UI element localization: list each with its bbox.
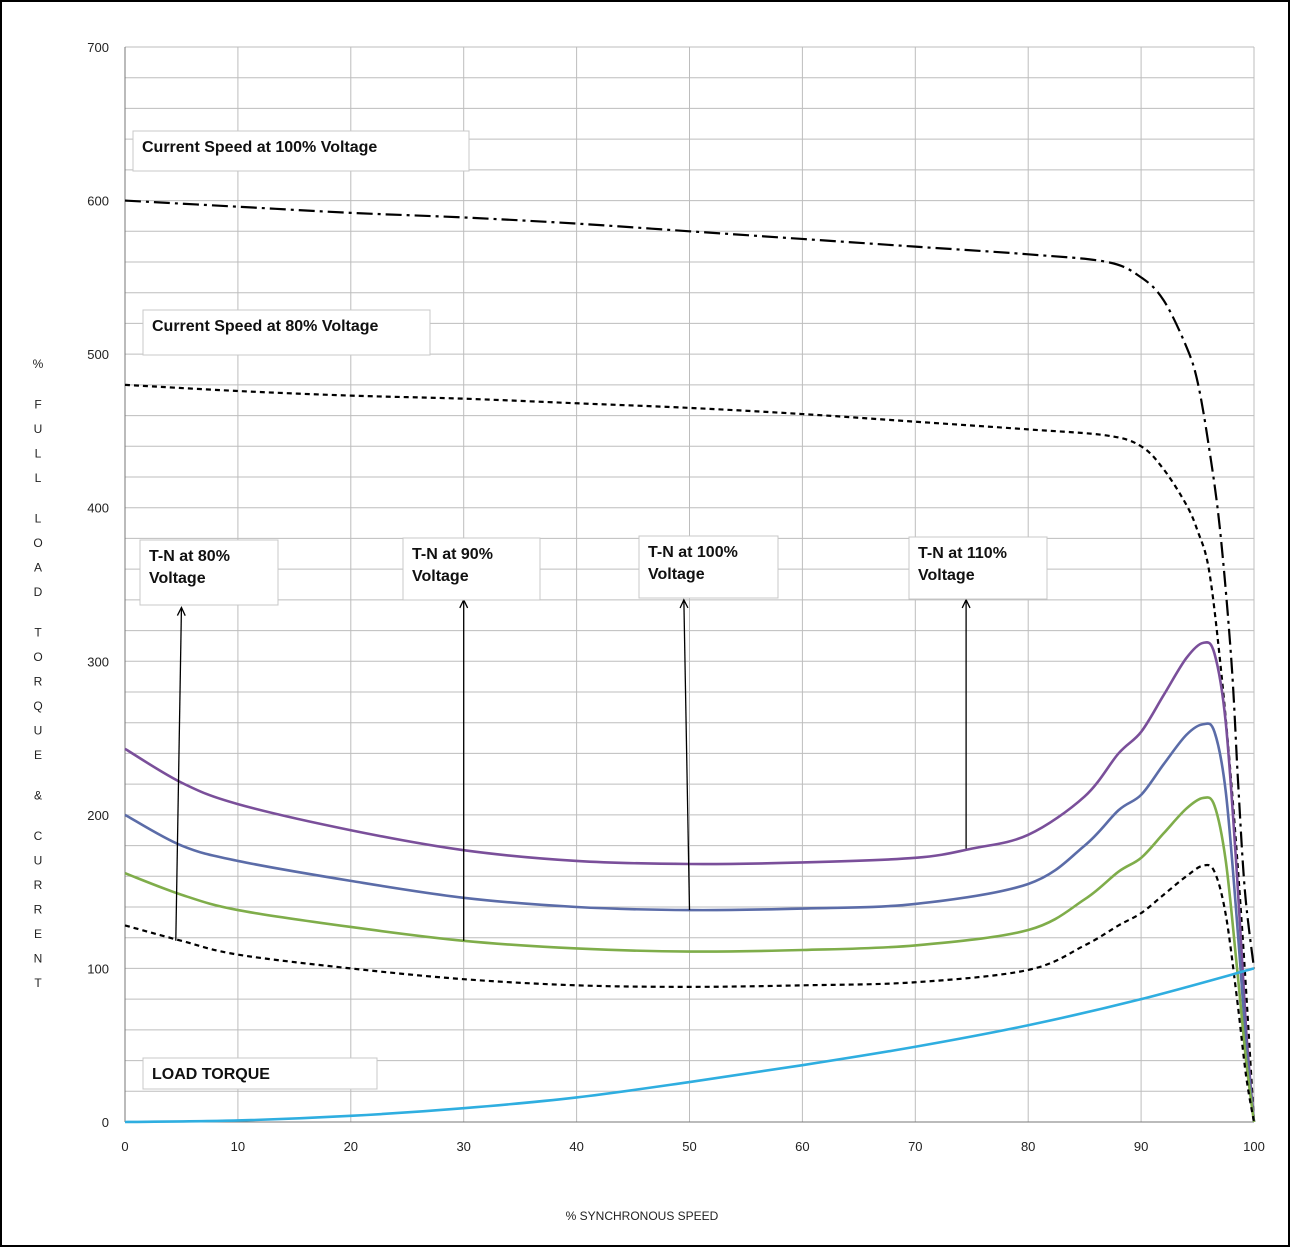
annotation-box xyxy=(142,309,431,356)
y-axis-label-char: U xyxy=(34,422,43,436)
annotation-text-t-n-at-80-voltage: Voltage xyxy=(149,570,206,587)
y-tick-labels: 0 100 200 300 400 500 600 700 xyxy=(87,40,109,1130)
y-axis-label-char: U xyxy=(34,854,43,868)
x-tick-label: 60 xyxy=(795,1139,809,1154)
annotation-text-t-n-at-100-voltage: Voltage xyxy=(648,566,705,583)
annotation-box xyxy=(139,539,279,606)
arrow-line xyxy=(683,599,691,911)
y-axis-label-char: L xyxy=(35,512,42,526)
x-tick-label: 0 xyxy=(121,1139,128,1154)
y-tick-label: 600 xyxy=(87,194,109,209)
annotation-text-load-torque: LOAD TORQUE xyxy=(152,1066,270,1083)
y-axis-label-char: Q xyxy=(33,699,42,713)
y-axis-label-char: E xyxy=(34,927,42,941)
series-line-t-n-at-110-voltage xyxy=(124,641,1256,1123)
y-axis-label-char: T xyxy=(34,976,42,990)
y-axis-label-char: L xyxy=(35,471,42,485)
series-line-t-n-at-90-voltage xyxy=(124,796,1256,1123)
arrow-head xyxy=(176,606,186,616)
y-axis-label-char: O xyxy=(33,650,42,664)
y-axis-label-char: D xyxy=(34,585,43,599)
y-axis-label-char: O xyxy=(33,536,42,550)
y-tick-label: 200 xyxy=(87,808,109,823)
y-axis-label-char: L xyxy=(35,447,42,461)
y-axis-label-char: R xyxy=(34,878,43,892)
x-tick-label: 100 xyxy=(1243,1139,1265,1154)
annotation-text-t-n-at-80-voltage: T-N at 80% xyxy=(149,548,230,565)
y-axis-label-char: T xyxy=(34,626,42,640)
annotation-text-t-n-at-100-voltage: T-N at 100% xyxy=(648,544,738,561)
annotation-text-current-speed-at-80-voltage: Current Speed at 80% Voltage xyxy=(152,318,379,335)
series-line-load-torque xyxy=(124,967,1255,1124)
y-axis-label-char: R xyxy=(34,675,43,689)
annotation-text-t-n-at-110-voltage: T-N at 110% xyxy=(918,545,1007,562)
y-axis-label-char: R xyxy=(34,903,43,917)
annotation-text-current-speed-at-100-voltage: Current Speed at 100% Voltage xyxy=(142,139,377,156)
y-axis-label-char: & xyxy=(34,789,42,803)
annotation-box xyxy=(908,536,1048,600)
x-tick-label: 70 xyxy=(908,1139,922,1154)
x-tick-label: 20 xyxy=(344,1139,358,1154)
series-lines xyxy=(124,199,1256,1124)
annotations: Current Speed at 100% Voltage Current Spe… xyxy=(132,130,1048,1090)
y-axis-label-char: C xyxy=(34,829,43,843)
x-tick-label: 50 xyxy=(682,1139,696,1154)
x-tick-labels: 0 10 20 30 40 50 60 70 80 90 100 xyxy=(121,1139,1264,1154)
arrow-head xyxy=(679,598,689,609)
y-tick-label: 400 xyxy=(87,501,109,516)
annotation-box xyxy=(638,535,779,599)
y-tick-label: 0 xyxy=(102,1115,109,1130)
annotation-box xyxy=(132,130,470,172)
series-line-t-n-at-80-voltage xyxy=(124,863,1256,1123)
x-tick-label: 90 xyxy=(1134,1139,1148,1154)
x-tick-label: 30 xyxy=(456,1139,470,1154)
x-tick-label: 80 xyxy=(1021,1139,1035,1154)
y-tick-label: 500 xyxy=(87,347,109,362)
annotation-text-t-n-at-90-voltage: T-N at 90% xyxy=(412,546,493,563)
y-axis-label-char: % xyxy=(33,357,44,371)
y-axis-label-char: E xyxy=(34,748,42,762)
arrow-head xyxy=(961,598,971,609)
arrow-line xyxy=(175,607,183,941)
y-axis-label-char: F xyxy=(34,398,41,412)
y-tick-label: 300 xyxy=(87,654,109,669)
x-tick-label: 10 xyxy=(231,1139,245,1154)
series-line-current-speed-at-100-voltage xyxy=(124,199,1256,969)
y-axis-label-char: A xyxy=(34,561,42,575)
annotation-box xyxy=(402,537,541,601)
y-tick-label: 100 xyxy=(87,961,109,976)
y-tick-label: 700 xyxy=(87,40,109,55)
annotation-text-t-n-at-110-voltage: Voltage xyxy=(918,567,975,584)
series-line-t-n-at-100-voltage xyxy=(124,722,1256,1123)
y-axis-label-char: U xyxy=(34,724,43,738)
axes xyxy=(124,47,1254,1123)
annotation-box xyxy=(142,1057,378,1090)
x-axis-label: % SYNCHRONOUS SPEED xyxy=(566,1209,719,1223)
y-axis-label-char: N xyxy=(34,952,43,966)
annotation-text-t-n-at-90-voltage: Voltage xyxy=(412,568,469,585)
x-tick-label: 40 xyxy=(569,1139,583,1154)
